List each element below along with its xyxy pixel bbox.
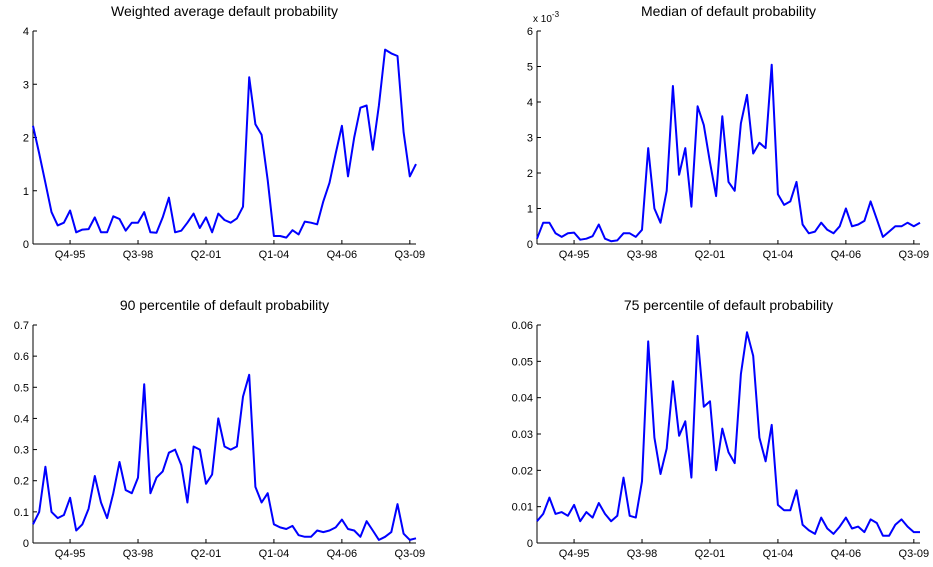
y-tick-label: 0.4 (14, 413, 29, 425)
y-tick-label: 0 (527, 239, 533, 251)
x-tick-label: Q3-09 (395, 548, 426, 560)
series-line (32, 48, 417, 239)
y-tick-label: 3 (527, 133, 533, 145)
y-tick-label: 0.6 (14, 351, 29, 363)
y-tick-label: 0.06 (512, 320, 533, 332)
x-tick-label: Q4-95 (55, 548, 86, 560)
x-tick-label: Q1-04 (259, 249, 290, 261)
chart-title: 90 percentile of default probability (120, 297, 329, 313)
y-tick-label: 0.5 (14, 382, 29, 394)
x-tick-label: Q3-98 (627, 548, 658, 560)
y-tick-label: 4 (527, 97, 533, 109)
x-tick-label: Q3-09 (899, 249, 930, 261)
y-tick-label: 0 (23, 538, 29, 550)
y-tick-label: 0 (23, 239, 29, 251)
y-tick-label: 5 (527, 62, 533, 74)
y-tick-label: 0.02 (512, 465, 533, 477)
y-tick-label: 1 (23, 186, 29, 198)
chart-title: 75 percentile of default probability (624, 297, 833, 313)
y-tick-label: 0.7 (14, 320, 29, 332)
x-tick-label: Q3-98 (627, 249, 658, 261)
series-line (536, 63, 921, 243)
chart-panel-3: 90 percentile of default probability 0 0.1… (14, 297, 425, 560)
y-tick-label: 0.1 (14, 507, 29, 519)
y-tick-label: 0 (527, 538, 533, 550)
y-tick-label: 2 (23, 133, 29, 145)
x-tick-label: Q3-98 (123, 548, 154, 560)
x-tick-label: Q4-06 (327, 548, 358, 560)
x-tick-label: Q1-04 (259, 548, 290, 560)
x-tick-label: Q3-09 (899, 548, 930, 560)
x-tick-label: Q4-06 (831, 249, 862, 261)
series-line (32, 373, 417, 541)
y-tick-label: 0.03 (512, 429, 533, 441)
x-tick-label: Q2-01 (695, 249, 726, 261)
y-tick-label: 3 (23, 79, 29, 91)
y-tick-label: 6 (527, 26, 533, 38)
y-tick-label: 0.3 (14, 445, 29, 457)
y-exponent-base: x 10 (533, 14, 552, 25)
y-tick-label: 0.2 (14, 476, 29, 488)
x-tick-label: Q3-98 (123, 249, 154, 261)
y-tick-label: 0.01 (512, 502, 533, 514)
y-tick-label: 0.05 (512, 356, 533, 368)
x-tick-label: Q1-04 (763, 548, 794, 560)
chart-panel-1: Weighted average default probability 0 1 2 3… (23, 3, 425, 261)
y-exponent-label: x 10-3 (533, 10, 560, 25)
x-tick-label: Q2-01 (191, 249, 222, 261)
x-tick-label: Q4-06 (831, 548, 862, 560)
chart-title: Median of default probability (641, 3, 816, 19)
chart-title: Weighted average default probability (111, 3, 338, 19)
chart-panel-4: 75 percentile of default probability 0 0.0… (512, 297, 930, 560)
x-tick-label: Q2-01 (695, 548, 726, 560)
y-tick-label: 0.04 (512, 393, 533, 405)
x-tick-label: Q4-95 (559, 249, 590, 261)
y-tick-label: 2 (527, 168, 533, 180)
x-tick-label: Q3-09 (395, 249, 426, 261)
x-tick-label: Q4-95 (55, 249, 86, 261)
y-exponent-power: -3 (552, 10, 560, 19)
series-line (536, 331, 920, 537)
x-tick-label: Q1-04 (763, 249, 794, 261)
y-tick-label: 4 (23, 26, 29, 38)
chart-panel-2: Median of default probability 0 1 2 3 4 5 6x 10… (527, 3, 929, 261)
x-tick-label: Q2-01 (191, 548, 222, 560)
x-tick-label: Q4-06 (327, 249, 358, 261)
x-tick-label: Q4-95 (559, 548, 590, 560)
y-tick-label: 1 (527, 204, 533, 216)
